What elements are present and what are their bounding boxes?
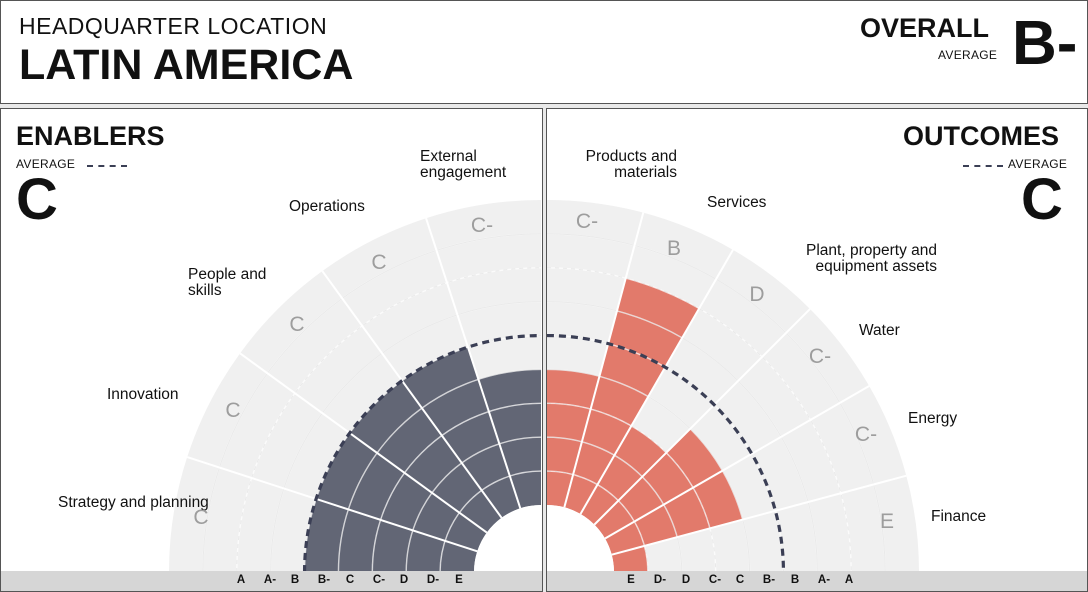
outcomes-average-arc (547, 333, 786, 573)
page-title: LATIN AMERICA (19, 41, 354, 89)
enablers-average-legend-line (87, 165, 127, 167)
enablers-bar (402, 347, 521, 518)
axis-tick: D (681, 574, 691, 586)
enablers-bar (304, 498, 478, 572)
axis-tick: C (345, 574, 355, 586)
wedge-separator (186, 456, 478, 553)
grade-label-energy: C- (854, 423, 878, 446)
enablers-panel: ENABLERS AVERAGE C Strategy and planning… (0, 108, 543, 592)
wedge-separator (239, 352, 488, 534)
grade-label-services: B (666, 237, 681, 260)
outcomes-bar (605, 470, 743, 555)
grade-label-innovation: C (225, 399, 241, 422)
overall-average-label: AVERAGE (938, 48, 998, 62)
grade-label-water: C- (808, 345, 832, 368)
grid-ring-shade (337, 368, 542, 573)
outcomes-average-grade: C (1021, 167, 1063, 232)
wedge-separator (611, 474, 907, 556)
axis-tick: B- (762, 574, 776, 586)
overall-grade: B- (1012, 9, 1078, 78)
grid-ring (337, 368, 542, 573)
outcomes-average-label: AVERAGE (1008, 157, 1068, 171)
axis-tick: E (455, 574, 463, 586)
outcomes-panel: OUTCOMES AVERAGE C Products and material… (546, 108, 1088, 592)
outcomes-bar (594, 428, 723, 539)
grade-label-finance: E (879, 510, 894, 533)
axis-tick: D (399, 574, 409, 586)
category-label-people: People and skills (188, 266, 267, 299)
outcomes-chart (547, 200, 919, 573)
grade-label-external: C- (470, 214, 494, 237)
grade-label-strategy: C (193, 506, 209, 529)
axis-tick: C- (708, 574, 722, 586)
grid-ring-shade (202, 233, 542, 573)
enablers-bar (316, 433, 487, 552)
category-label-services: Services (707, 194, 767, 211)
outcomes-bar (564, 278, 700, 514)
grid-ring (371, 402, 542, 573)
wedge-separator (321, 270, 503, 519)
chart-hub (547, 505, 614, 572)
category-label-finance: Finance (931, 508, 987, 525)
grid-ring (269, 300, 542, 573)
category-label-strategy: Strategy and planning (58, 494, 209, 511)
axis-tick: C- (372, 574, 386, 586)
enablers-title: ENABLERS (16, 121, 165, 151)
enablers-axis-bar: A A- B B- C C- D D- E (1, 571, 542, 591)
axis-tick: D- (426, 574, 440, 586)
header-panel: HEADQUARTER LOCATION LATIN AMERICA OVERA… (0, 0, 1088, 104)
enablers-average-grade: C (16, 167, 58, 232)
grid-ring (439, 470, 542, 573)
category-label-operations: Operations (289, 198, 365, 215)
axis-tick: B- (317, 574, 331, 586)
grid-ring-shade (547, 470, 649, 573)
chart-hub (474, 505, 541, 572)
grid-ring-shade (371, 402, 542, 573)
grid-ring-shade (547, 402, 717, 573)
axis-tick: A (236, 574, 246, 586)
grade-label-products: C- (575, 210, 599, 233)
axis-tick: A- (263, 574, 277, 586)
wedge-separator (563, 212, 645, 508)
outcomes-axis-bar: E D- D C- C B- B A- A (547, 571, 1087, 591)
header-subtitle: HEADQUARTER LOCATION (19, 13, 328, 39)
grade-label-people: C (289, 313, 305, 336)
overall-label: OVERALL (860, 13, 990, 43)
enablers-chart (169, 200, 542, 573)
category-label-innovation: Innovation (107, 386, 179, 403)
axis-tick: D- (653, 574, 667, 586)
enablers-average-label: AVERAGE (16, 157, 76, 171)
grid-ring (405, 436, 542, 573)
axis-tick: A (844, 574, 854, 586)
axis-tick: C (735, 574, 745, 586)
outcomes-average-legend-line (963, 165, 1003, 167)
outcomes-bar (580, 425, 667, 525)
category-label-energy: Energy (908, 410, 958, 427)
grid-ring-shade (270, 301, 542, 573)
grid-ring-shade (439, 470, 542, 573)
category-label-products: Products and materials (585, 148, 677, 181)
enablers-bar (349, 380, 502, 533)
grade-label-operations: C (371, 251, 387, 274)
axis-tick: B (790, 574, 800, 586)
grid-ring-shade (405, 436, 542, 573)
wedge-separator (579, 249, 734, 515)
axis-tick: A- (817, 574, 831, 586)
outcomes-title: OUTCOMES (903, 121, 1060, 151)
category-label-water: Water (859, 322, 900, 339)
axis-tick: B (290, 574, 300, 586)
wedge-separator (593, 308, 811, 526)
category-label-external: External engagement (420, 148, 507, 181)
wedge-separator (604, 385, 870, 540)
grid-ring (202, 233, 542, 573)
axis-tick: E (627, 574, 635, 586)
enablers-average-arc (302, 333, 542, 573)
wedge-separator (425, 217, 522, 509)
grid-ring (236, 267, 542, 573)
grade-label-plant: D (749, 283, 765, 306)
category-label-plant: Plant, property and equipment assets (806, 242, 937, 275)
